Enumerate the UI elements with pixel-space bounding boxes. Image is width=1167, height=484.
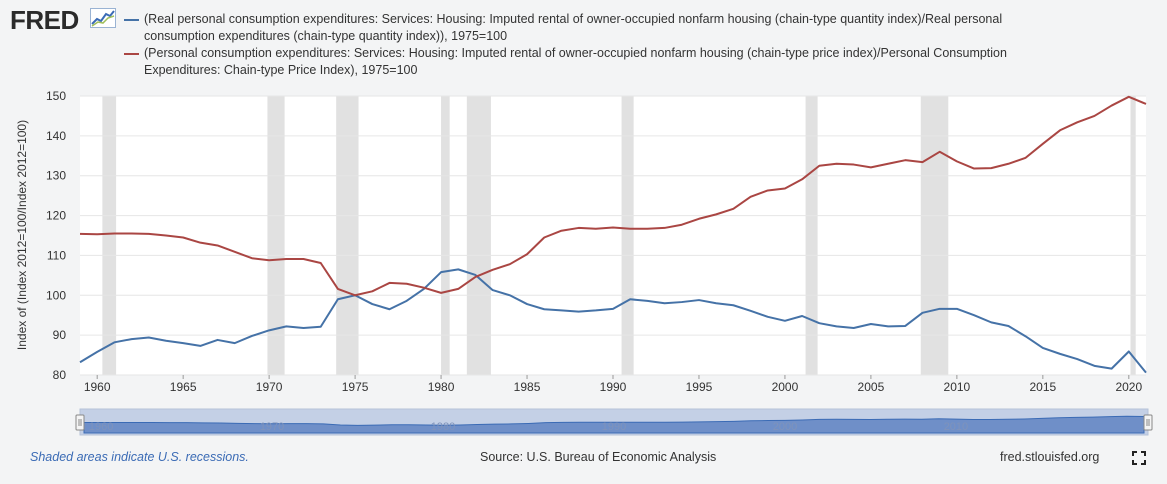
recession-band: [466, 96, 491, 375]
x-tick-label: 2015: [1029, 380, 1056, 394]
x-tick-label: 1980: [428, 380, 455, 394]
range-navigator[interactable]: 1960 1970 1980 1990 2000 2010: [75, 408, 1153, 436]
navigator-tick-label: 2010: [944, 421, 968, 433]
y-tick-label: 90: [53, 328, 67, 342]
navigator-tick-label: 1980: [431, 421, 455, 433]
y-tick-label: 100: [46, 288, 66, 302]
x-tick-label: 1995: [686, 380, 713, 394]
legend-label: (Real personal consumption expenditures:…: [144, 12, 1003, 43]
navigator-tick-label: 1960: [89, 421, 113, 433]
legend-swatch-blue: [124, 19, 139, 21]
x-tick-label: 1965: [170, 380, 197, 394]
series-line-2: [79, 95, 1147, 297]
x-tick-label: 1985: [514, 380, 541, 394]
recession-band: [336, 96, 359, 375]
gridlines: [80, 95, 1146, 376]
recession-band: [920, 96, 949, 375]
series-line-1: [79, 268, 1147, 374]
x-tick-label: 2020: [1115, 380, 1142, 394]
y-axis-ticks: 80 90 100 110 120 130 140 150: [46, 89, 66, 382]
x-tick-label: 1990: [600, 380, 627, 394]
x-tick-label: 1970: [256, 380, 283, 394]
navigator-tick-label: 1990: [602, 421, 626, 433]
recession-band: [267, 96, 285, 375]
site-link[interactable]: fred.stlouisfed.org: [1000, 450, 1100, 464]
plot-area: [80, 96, 1146, 375]
navigator-right-handle[interactable]: [1143, 414, 1153, 431]
y-tick-label: 120: [46, 209, 66, 223]
x-tick-label: 2010: [944, 380, 971, 394]
x-tick-label: 2000: [772, 380, 799, 394]
recession-shading: [102, 96, 1136, 375]
y-tick-label: 150: [46, 89, 66, 103]
y-tick-label: 130: [46, 169, 66, 183]
navigator-tick-label: 2000: [773, 421, 797, 433]
chart-trend-icon: [90, 8, 116, 28]
x-tick-label: 2005: [858, 380, 885, 394]
navigator-tick-labels: 1960 1970 1980 1990 2000 2010: [89, 421, 968, 433]
chart-legend: (Real personal consumption expenditures:…: [124, 11, 1024, 79]
navigator-left-handle[interactable]: [75, 414, 85, 431]
navigator-area: [83, 415, 1145, 434]
series-lines: [79, 95, 1147, 374]
recession-band: [805, 96, 818, 375]
source-text: Source: U.S. Bureau of Economic Analysis: [480, 450, 717, 464]
y-tick-label: 80: [53, 368, 67, 382]
legend-swatch-red: [124, 53, 139, 55]
recession-note: Shaded areas indicate U.S. recessions.: [30, 450, 249, 464]
fred-logo[interactable]: FRED: [10, 5, 79, 35]
x-axis-ticks: 1960 1965 1970 1975 1980 1985 1990 1995 2000 2005…: [84, 375, 1142, 394]
fullscreen-icon[interactable]: [1132, 451, 1146, 465]
recession-band: [1130, 96, 1136, 375]
legend-item-real-quantity[interactable]: (Real personal consumption expenditures:…: [124, 11, 1024, 45]
y-axis-label: Index of (Index 2012=100/Index 2012=100): [15, 120, 29, 350]
legend-item-price-ratio[interactable]: (Personal consumption expenditures: Serv…: [124, 45, 1024, 79]
legend-label: (Personal consumption expenditures: Serv…: [144, 46, 1007, 77]
y-tick-label: 110: [47, 248, 66, 262]
navigator-tick-label: 1970: [260, 421, 284, 433]
x-tick-label: 1960: [84, 380, 111, 394]
recession-band: [621, 96, 634, 375]
y-tick-label: 140: [46, 129, 66, 143]
x-tick-label: 1975: [342, 380, 369, 394]
recession-band: [441, 96, 450, 375]
recession-band: [102, 96, 117, 375]
